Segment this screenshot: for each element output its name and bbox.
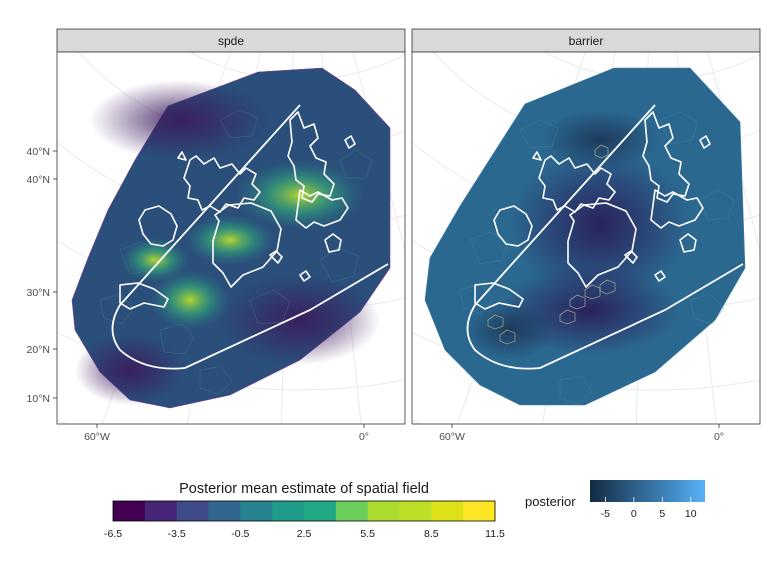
legend-field-tick-label: 11.5 — [485, 528, 505, 540]
mesh-cells-barrier — [459, 111, 735, 405]
legend-posterior-title: posterior — [525, 494, 576, 509]
study-boundary-barrier — [466, 104, 744, 370]
y-axis: 40°N 40°N 30°N 20°N 10°N — [27, 146, 57, 405]
legend-field-bins — [113, 501, 496, 521]
legend-field-bin — [463, 501, 496, 521]
study-boundary-spde — [111, 104, 389, 370]
legend-field-bin — [367, 501, 400, 521]
x-axis-spde: 60°W 0° — [84, 424, 369, 443]
legend-field-tick-label: -6.5 — [104, 528, 122, 540]
legend-field-bin — [304, 501, 337, 521]
x-axis-barrier: 60°W 0° — [439, 424, 724, 443]
legend-posterior-tick-label: -5 — [601, 508, 610, 520]
legend-field-tick-label: 5.5 — [360, 528, 375, 540]
panel-spde — [56, 51, 406, 425]
legend-posterior-tick-label: 0 — [631, 508, 637, 520]
strip-barrier: barrier — [411, 28, 761, 53]
y-tick-label: 40°N — [27, 146, 50, 158]
legend-field-bin — [176, 501, 209, 521]
legend-field-bin — [335, 501, 369, 521]
legend-field-bin — [240, 501, 273, 521]
legend-field-bin — [272, 501, 305, 521]
legend-posterior-tick-label: 5 — [659, 508, 665, 520]
legend-posterior-bar — [590, 480, 705, 502]
legend-field-tick-label: -3.5 — [168, 528, 186, 540]
legend-field-bin — [399, 501, 432, 521]
legend-posterior-ticks: -5 0 5 10 — [601, 497, 697, 520]
legend-field-bin — [144, 501, 178, 521]
x-tick-label: 60°W — [84, 431, 110, 443]
coastline-barrier — [474, 111, 711, 310]
y-tick-label: 30°N — [27, 287, 50, 299]
legend-field-ticks: -6.5 -3.5 -0.5 2.5 5.5 8.5 11.5 — [104, 528, 505, 540]
coastline-spde — [119, 111, 356, 310]
field-low-barrier — [510, 150, 690, 300]
x-tick-label: 0° — [714, 431, 724, 443]
mesh-cells-highlight-barrier — [487, 144, 616, 345]
strip-label-barrier: barrier — [569, 34, 604, 48]
mesh-cells-spde — [99, 109, 373, 395]
x-tick-label: 0° — [359, 431, 369, 443]
y-tick-label: 20°N — [27, 344, 50, 356]
legend-posterior: posterior -5 0 5 10 — [525, 480, 705, 520]
legend-field: Posterior mean estimate of spatial field… — [104, 481, 505, 540]
legend-posterior-tick-label: 10 — [685, 508, 697, 520]
y-tick-label: 40°N — [27, 174, 50, 186]
legend-field-tick-label: 8.5 — [424, 528, 439, 540]
legend-field-title: Posterior mean estimate of spatial field — [179, 481, 429, 497]
strip-label-spde: spde — [218, 34, 244, 48]
panel-barrier — [411, 51, 761, 425]
strip-spde: spde — [56, 28, 406, 53]
legend-field-tick-label: -0.5 — [231, 528, 249, 540]
legend-field-bin — [113, 501, 146, 521]
legend-field-tick-label: 2.5 — [297, 528, 312, 540]
y-tick-label: 10°N — [27, 393, 50, 405]
legend-field-bin — [431, 501, 464, 521]
legend-field-bin — [208, 501, 241, 521]
x-tick-label: 60°W — [439, 431, 465, 443]
field-low-spde — [90, 80, 270, 160]
